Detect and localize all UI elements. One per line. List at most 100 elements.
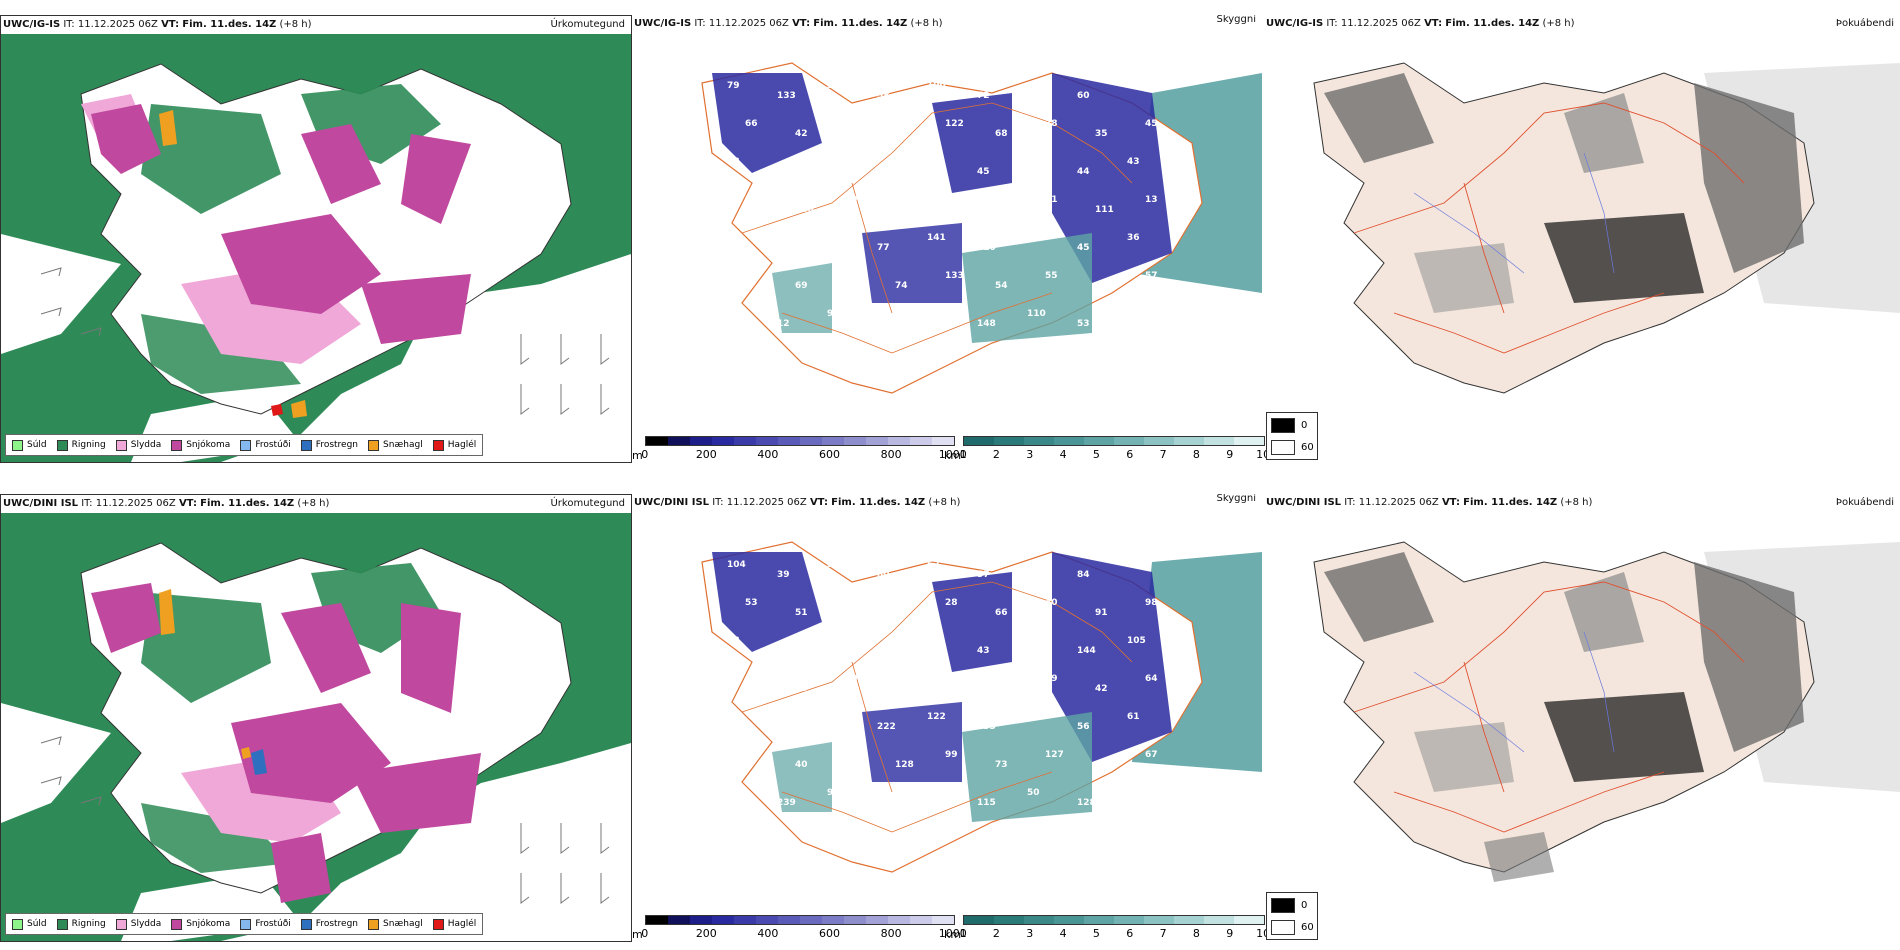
panel-header: UWC/IG-IS IT: 11.12.2025 06Z VT: Fim. 11… — [1, 16, 631, 34]
legend-label: Snjókoma — [186, 440, 231, 450]
snow-depth-label: 60 — [1077, 91, 1090, 101]
legend-color-block — [1024, 437, 1055, 445]
snow-depth-label: 133 — [945, 271, 964, 281]
snow-depth-label: 100 — [927, 81, 946, 91]
legend-swatch — [368, 918, 380, 930]
snow-depth-label: 141 — [927, 233, 946, 243]
it-label: IT: — [1326, 18, 1338, 29]
legend-ticks: 0 200 400 600 800 1000 — [641, 446, 967, 461]
model-name: UWC/IG-IS — [3, 19, 61, 30]
legend-label: Slydda — [130, 919, 162, 929]
snow-depth-label: 45 — [977, 167, 990, 177]
snow-depth-label: 20 — [927, 309, 940, 319]
legend-color-block — [667, 916, 690, 924]
legend-tick-label: 1000 — [938, 448, 967, 461]
legend-tick-label: 800 — [880, 927, 902, 940]
snow-depth-label: 110 — [1027, 309, 1046, 319]
snow-depth-label: 128 — [895, 760, 914, 770]
snow-depth-label: 46 — [827, 636, 840, 646]
snow-depth-label: 11 — [895, 129, 908, 139]
snow-depth-label: 105 — [845, 674, 864, 684]
legend-tick-label: 600 — [819, 927, 841, 940]
snow-depth-label: 144 — [1077, 646, 1096, 656]
legend-ticks: 1 2 3 4 5 6 7 8 9 10 — [960, 446, 1271, 461]
snow-depth-label: 51 — [795, 608, 808, 618]
legend-swatch — [368, 439, 380, 451]
snow-depth-label: 91 — [1095, 608, 1108, 618]
legend-swatch — [171, 918, 183, 930]
legend-tick-label: 600 — [819, 448, 841, 461]
legend-tick-label: 9 — [1226, 927, 1234, 940]
snow-depth-label: 56 — [1077, 722, 1090, 732]
legend-swatch — [1271, 897, 1295, 913]
snow-depth-label: 38 — [1045, 119, 1058, 129]
legend-swatch — [1271, 417, 1295, 433]
legend-color-block — [645, 916, 668, 924]
legend-color-block — [1234, 437, 1265, 445]
snow-depth-label: 57 — [977, 570, 990, 580]
legend-item: Frostregn — [300, 918, 358, 930]
legend-unit: km — [944, 449, 962, 462]
snow-depth-label: 79 — [727, 81, 740, 91]
legend-color-block — [1114, 916, 1145, 924]
legend-color-block — [887, 437, 910, 445]
vt-value: Fim. 11.des. 14Z — [831, 497, 926, 508]
legend-item: Rigning — [56, 439, 106, 451]
legend-color-block — [1084, 916, 1115, 924]
it-label: IT: — [712, 497, 724, 508]
snow-depth-label: 13 — [1145, 195, 1158, 205]
snow-depth-legend-row2: m 0 200 400 600 800 1000 — [632, 915, 967, 941]
fog-index-legend-row2: 0 60 — [1266, 892, 1318, 940]
snow-depth-label: 66 — [995, 608, 1008, 618]
legend-color-blocks — [644, 915, 955, 925]
snow-depth-label: 57 — [1127, 788, 1140, 798]
precip-title: Úrkomutegund — [548, 16, 627, 34]
legend-label: Frostúði — [255, 440, 291, 450]
legend-item: Snæhagl — [368, 439, 423, 451]
snow-depth-label: 69 — [1027, 81, 1040, 91]
legend-label: 60 — [1301, 921, 1314, 933]
snow-depth-label: 113 — [827, 233, 846, 243]
legend-item: Frostregn — [300, 439, 358, 451]
legend-swatch — [1271, 439, 1295, 455]
snow-depth-label: 53 — [745, 598, 758, 608]
legend-label: Rigning — [71, 440, 106, 450]
snow-depth-label: 50 — [827, 560, 840, 570]
it-label: IT: — [1344, 497, 1356, 508]
snow-depth-label: 56 — [1027, 157, 1040, 167]
it-label: IT: — [63, 19, 75, 30]
legend-color-block — [994, 916, 1025, 924]
legend-color-block — [1144, 437, 1175, 445]
legend-swatch — [12, 918, 23, 930]
legend-color-block — [1204, 916, 1235, 924]
legend-tick-label: 800 — [880, 448, 902, 461]
snow-depth-label: 111 — [1095, 205, 1114, 215]
snow-depth-label: 53 — [1077, 319, 1090, 329]
snow-depth-label: 54 — [995, 281, 1008, 291]
snow-depth-label: 12 — [777, 319, 790, 329]
it-label: IT: — [694, 18, 706, 29]
legend-bar: 1 2 3 4 5 6 7 8 9 10 — [960, 436, 1271, 461]
snow-depth-label: 128 — [1077, 798, 1096, 808]
snow-depth-label: 42 — [927, 788, 940, 798]
legend-color-block — [887, 916, 910, 924]
snow-depth-label: 224 — [777, 722, 796, 732]
legend-color-block — [755, 916, 778, 924]
it-value: 11.12.2025 06Z — [1358, 497, 1439, 508]
snow-depth-label: 105 — [1127, 636, 1146, 646]
legend-item: Frostúði — [240, 918, 291, 930]
legend-bar: 1 2 3 4 5 6 7 8 9 10 — [960, 915, 1270, 940]
snow-depth-label: 45 — [1077, 243, 1090, 253]
visibility-legend-row1: km 1 2 3 4 5 6 7 8 9 10 — [944, 436, 1271, 462]
vt-label: VT: — [178, 498, 197, 509]
legend-color-block — [931, 437, 954, 445]
legend-swatch — [1271, 919, 1295, 935]
vt-value: Fim. 11.des. 14Z — [813, 18, 908, 29]
legend-color-block — [843, 437, 866, 445]
snow-depth-label: 40 — [877, 167, 890, 177]
vt-label: VT: — [161, 19, 180, 30]
snow-depth-label: 59 — [1027, 712, 1040, 722]
snow-depth-label: 38 — [727, 157, 740, 167]
snow-depth-label: 58 — [877, 91, 890, 101]
